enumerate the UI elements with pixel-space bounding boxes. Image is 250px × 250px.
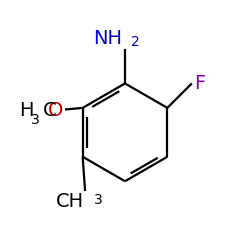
- Text: O: O: [48, 101, 64, 120]
- Text: C: C: [43, 101, 57, 120]
- Text: H: H: [19, 101, 34, 120]
- Text: 3: 3: [94, 194, 102, 207]
- Text: 3: 3: [31, 113, 40, 127]
- Text: F: F: [194, 74, 205, 93]
- Text: 2: 2: [131, 35, 140, 49]
- Text: CH: CH: [56, 192, 84, 211]
- Text: NH: NH: [94, 29, 122, 48]
